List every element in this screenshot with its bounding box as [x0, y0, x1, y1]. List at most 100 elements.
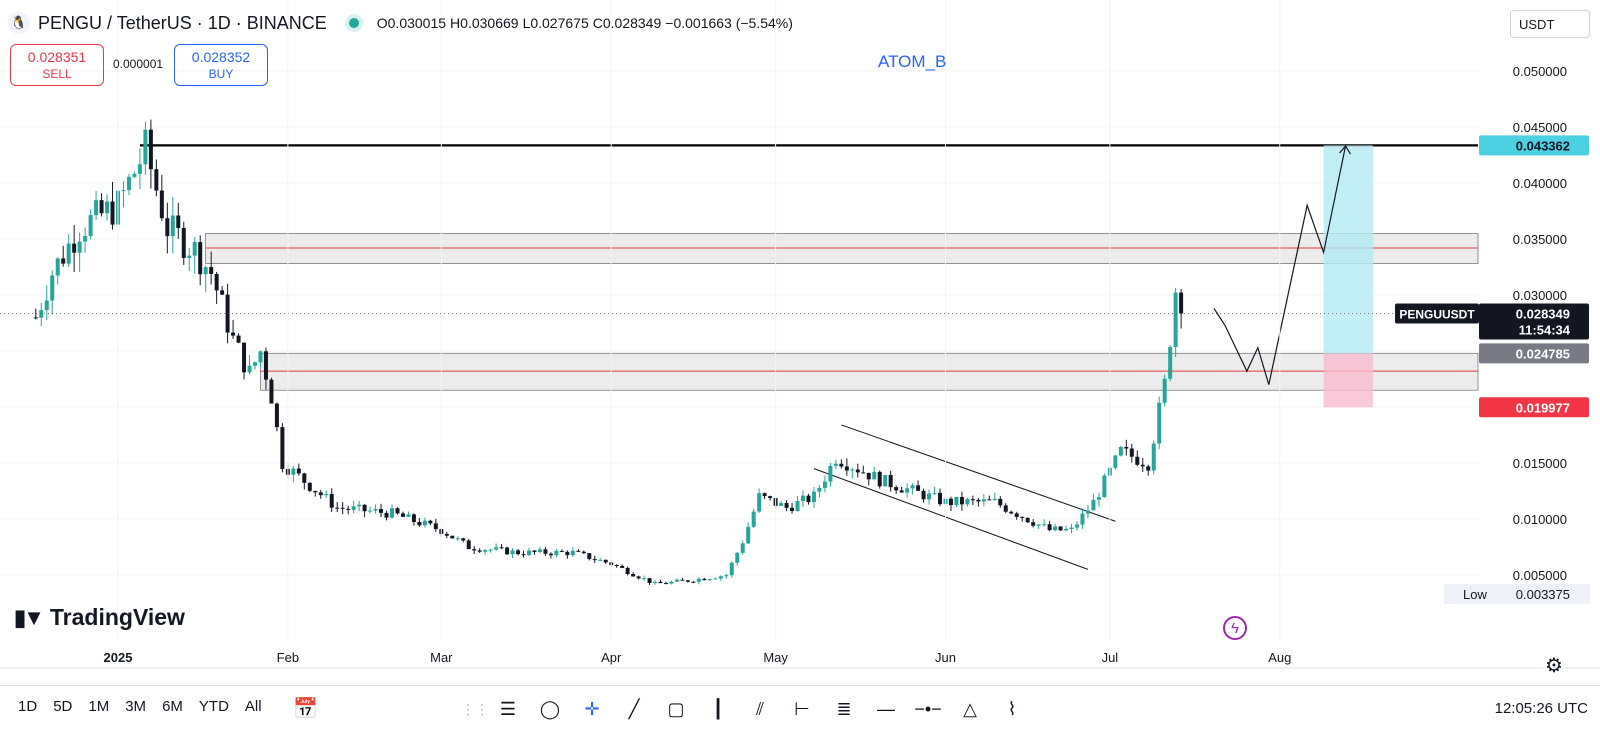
- drag-handle-icon[interactable]: ⋮⋮: [461, 700, 489, 717]
- range-ytd[interactable]: YTD: [198, 698, 229, 715]
- rectangle-icon[interactable]: ▢: [667, 698, 685, 719]
- candle-body: [346, 508, 351, 510]
- price-chart[interactable]: 0.0050000.0100000.0150000.0200000.025000…: [0, 0, 1600, 685]
- candle-body: [976, 499, 981, 502]
- horizontal-line-icon[interactable]: —: [877, 698, 895, 719]
- buy-button[interactable]: 0.028352 BUY: [174, 44, 268, 86]
- stop-price-badge-text: 0.019977: [1516, 400, 1570, 415]
- price-axis-label: 0.050000: [1513, 64, 1567, 79]
- candle-body: [948, 498, 953, 506]
- candle-body: [636, 576, 641, 579]
- ellipse-icon[interactable]: ◯: [539, 698, 561, 719]
- last-price-badge-text: 11:54:34: [1519, 322, 1571, 337]
- price-range-icon[interactable]: ⊢: [794, 698, 810, 719]
- candle-body: [110, 201, 115, 225]
- candle-body: [302, 473, 307, 483]
- symbol-tag-bg: [1395, 303, 1479, 324]
- candle-body: [965, 499, 970, 505]
- lines-menu-icon[interactable]: ☰: [499, 698, 517, 719]
- candle-body: [83, 235, 88, 242]
- candle-body: [1042, 524, 1047, 526]
- parallel-channel-icon[interactable]: ⫽: [755, 698, 765, 719]
- candle-body: [707, 579, 712, 581]
- candle-body: [680, 579, 685, 581]
- candle-body: [77, 241, 82, 253]
- candle-body: [159, 190, 164, 219]
- candle-body: [1036, 524, 1041, 526]
- symbol-tag-text: PENGUUSDT: [1399, 307, 1475, 321]
- gear-icon[interactable]: ⚙: [1545, 655, 1563, 677]
- candle-body: [527, 550, 531, 556]
- tradingview-logo[interactable]: ▮▼ TradingView: [14, 604, 185, 631]
- range-6m[interactable]: 6M: [162, 698, 183, 715]
- candle-body: [1157, 402, 1162, 444]
- candle-body: [702, 578, 707, 581]
- candle-body: [740, 543, 745, 553]
- candle-body: [938, 492, 942, 505]
- symbol-title[interactable]: PENGU / TetherUS · 1D · BINANCE: [38, 12, 327, 33]
- candle-body: [351, 506, 356, 510]
- candle-body: [340, 507, 345, 509]
- ohlc-values: O0.030015 H0.030669 L0.027675 C0.028349 …: [377, 15, 793, 31]
- channel-upper-line: [841, 424, 1116, 522]
- candle-body: [817, 487, 822, 492]
- candle-body: [598, 559, 603, 561]
- sell-button[interactable]: 0.028351 SELL: [10, 44, 104, 86]
- open-value: O0.030015: [376, 15, 447, 31]
- last-price-badge-text: 0.028349: [1516, 306, 1570, 321]
- crosshair-icon[interactable]: ✛: [584, 698, 600, 719]
- candle-body: [1151, 443, 1156, 471]
- candle-body: [395, 508, 400, 514]
- fib-retracement-icon[interactable]: ≣: [836, 698, 852, 719]
- candle-body: [1014, 513, 1019, 517]
- currency-select[interactable]: USDT: [1510, 10, 1590, 38]
- path-icon[interactable]: ⌇: [1007, 698, 1017, 719]
- candle-body: [373, 509, 378, 511]
- range-all[interactable]: All: [244, 698, 262, 715]
- range-1m[interactable]: 1M: [88, 698, 110, 715]
- time-axis-label: Jun: [935, 650, 956, 665]
- market-status-icon: [348, 18, 359, 28]
- candle-body: [883, 474, 888, 487]
- utc-clock[interactable]: 12:05:26 UTC: [1494, 700, 1588, 717]
- candle-body: [231, 332, 236, 336]
- candle-body: [932, 492, 937, 494]
- candle-body: [214, 274, 219, 291]
- candle-body: [1173, 292, 1178, 347]
- candle-body: [137, 164, 142, 174]
- candle-body: [165, 218, 170, 237]
- triangle-pattern-icon[interactable]: △: [963, 698, 977, 719]
- candle-body: [450, 535, 455, 539]
- entry-price-badge-bg: [1479, 343, 1589, 364]
- candle-body: [362, 504, 367, 512]
- candle-body: [762, 493, 767, 497]
- time-axis-label: Mar: [430, 650, 453, 665]
- range-5d[interactable]: 5D: [53, 698, 73, 715]
- time-axis-label: Jul: [1102, 650, 1119, 665]
- time-axis-label: Apr: [601, 650, 622, 665]
- low-badge-value: 0.003375: [1516, 587, 1570, 602]
- candle-body: [176, 215, 181, 228]
- candle-body: [1091, 499, 1096, 511]
- candle-body: [400, 513, 405, 517]
- projection-arrowhead: [1339, 145, 1352, 155]
- candle-body: [291, 468, 296, 475]
- range-1d[interactable]: 1D: [18, 698, 38, 715]
- lightning-icon[interactable]: ϟ: [1223, 616, 1247, 640]
- range-3m[interactable]: 3M: [125, 698, 147, 715]
- trend-line-icon[interactable]: ╱: [628, 698, 640, 719]
- candle-body: [839, 463, 844, 467]
- calendar-icon[interactable]: 📅: [293, 698, 318, 720]
- vertical-line-icon[interactable]: ┃: [712, 698, 724, 719]
- candle-body: [50, 275, 55, 301]
- candle-body: [379, 509, 384, 513]
- high-value: H0.030669: [450, 15, 519, 31]
- horizontal-ray-icon[interactable]: −•−: [914, 698, 942, 719]
- candle-body: [280, 427, 285, 469]
- candle-body: [466, 540, 471, 550]
- candle-body: [1075, 524, 1079, 528]
- price-axis-label: 0.045000: [1513, 120, 1567, 135]
- candle-body: [653, 581, 658, 583]
- candle-body: [488, 549, 493, 551]
- time-axis-label: 2025: [104, 650, 133, 665]
